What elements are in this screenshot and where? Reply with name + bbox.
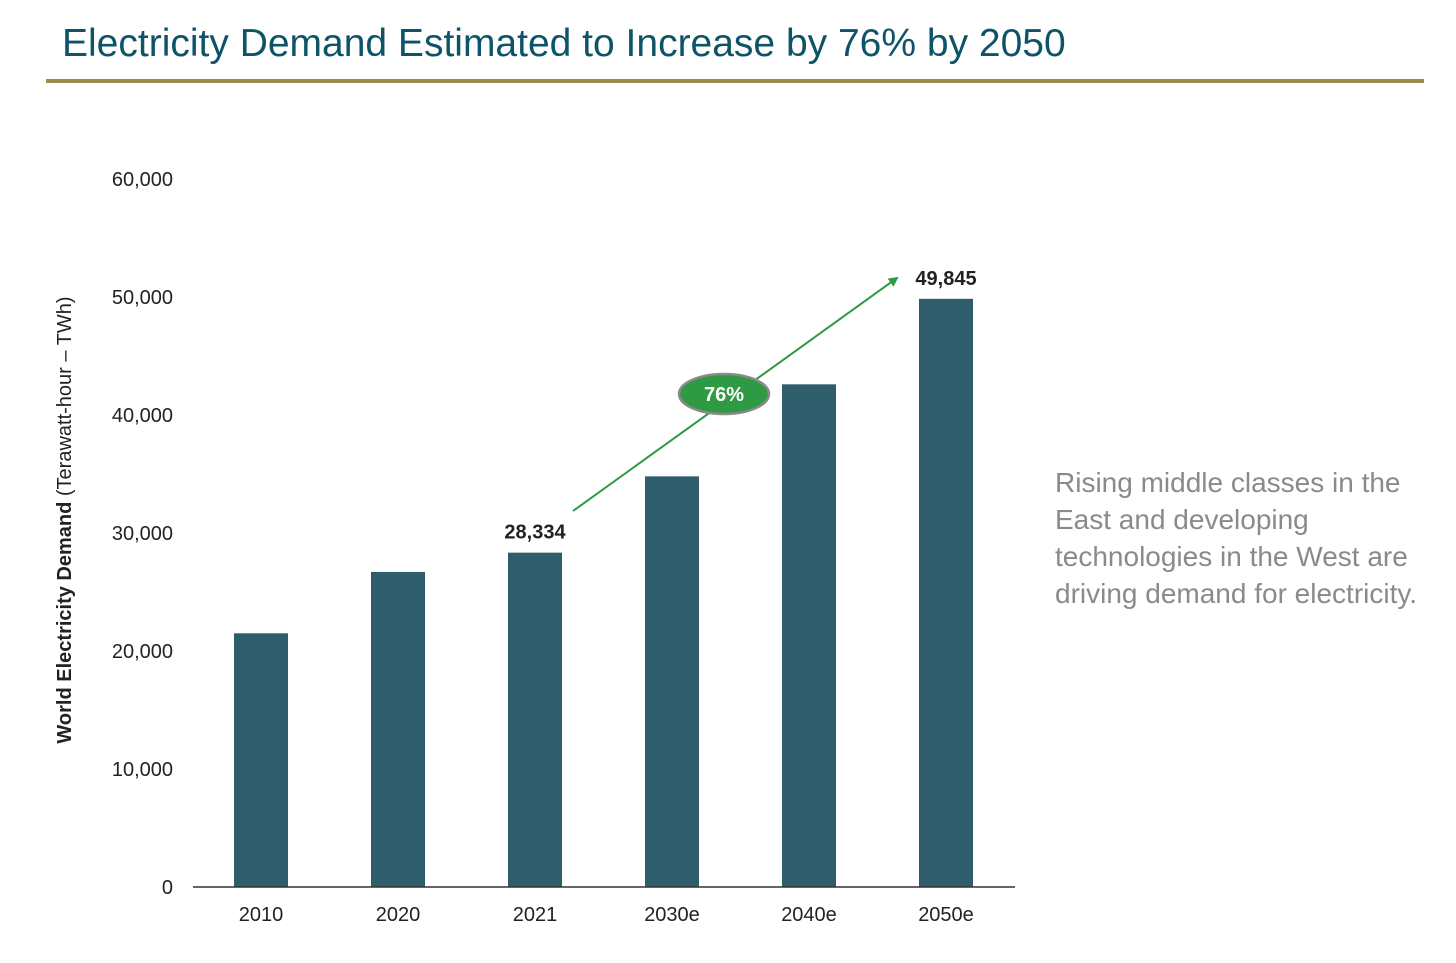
y-tick-label: 0 [162,877,173,899]
y-tick-label: 40,000 [112,405,173,427]
x-axis-ticks: 2010 2020 2021 2030e 2040e 2050e [239,904,974,926]
bar-2020 [371,571,425,887]
x-tick-label: 2040e [781,904,837,926]
y-tick-label: 30,000 [112,523,173,545]
data-label-2050e: 49,845 [915,268,976,290]
x-tick-label: 2030e [644,904,700,926]
x-tick-label: 2010 [239,904,284,926]
y-tick-label: 60,000 [112,169,173,191]
x-tick-label: 2020 [376,904,421,926]
data-labels: 28,334 49,845 [504,268,976,544]
y-axis-label-unit: (Terawatt-hour – TWh) [54,296,76,501]
y-axis-ticks: 0 10,000 20,000 30,000 40,000 50,000 60,000 [112,169,173,899]
y-tick-label: 50,000 [112,287,173,309]
y-axis-label: World Electricity Demand (Terawatt-hour … [54,296,76,743]
bars [234,298,973,888]
bar-2021 [508,552,562,887]
growth-bubble-label: 76% [704,384,744,406]
y-tick-label: 20,000 [112,641,173,663]
y-tick-label: 10,000 [112,759,173,781]
growth-bubble: 76% [677,372,771,416]
x-tick-label: 2021 [513,904,558,926]
page-title: Electricity Demand Estimated to Increase… [62,22,1066,65]
data-label-2021: 28,334 [504,522,566,544]
title-divider [46,79,1424,83]
x-tick-label: 2050e [918,904,974,926]
bar-2030e [645,476,699,887]
bar-2050e [919,298,973,888]
bar-2010 [234,633,288,887]
y-axis-label-main: World Electricity Demand [54,502,76,744]
bar-2040e [782,384,836,887]
side-note: Rising middle classes in the East and de… [1055,467,1418,609]
